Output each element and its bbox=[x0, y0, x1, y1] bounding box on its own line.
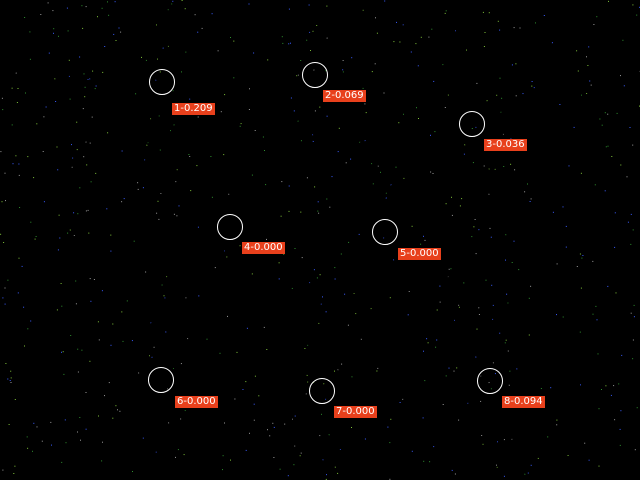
detection-label: 7-0.000 bbox=[334, 406, 377, 418]
plant-1 bbox=[140, 0, 185, 195]
detection-circle bbox=[302, 62, 328, 88]
detection-label: 2-0.069 bbox=[323, 90, 366, 102]
detection-label: 1-0.209 bbox=[172, 103, 215, 115]
detection-circle bbox=[477, 368, 503, 394]
detection-label: 8-0.094 bbox=[502, 396, 545, 408]
plant-4 bbox=[215, 150, 265, 325]
plant-8 bbox=[445, 240, 545, 480]
detection-circle bbox=[149, 69, 175, 95]
plant-6 bbox=[140, 255, 205, 480]
detection-circle bbox=[148, 367, 174, 393]
detection-circle bbox=[459, 111, 485, 137]
detection-circle bbox=[217, 214, 243, 240]
detection-label: 3-0.036 bbox=[484, 139, 527, 151]
detection-circle bbox=[309, 378, 335, 404]
detection-label: 6-0.000 bbox=[175, 396, 218, 408]
detection-label: 4-0.000 bbox=[242, 242, 285, 254]
plant-2b bbox=[265, 115, 320, 185]
detection-label: 5-0.000 bbox=[398, 248, 441, 260]
detection-circle bbox=[372, 219, 398, 245]
plant-7 bbox=[280, 250, 348, 480]
